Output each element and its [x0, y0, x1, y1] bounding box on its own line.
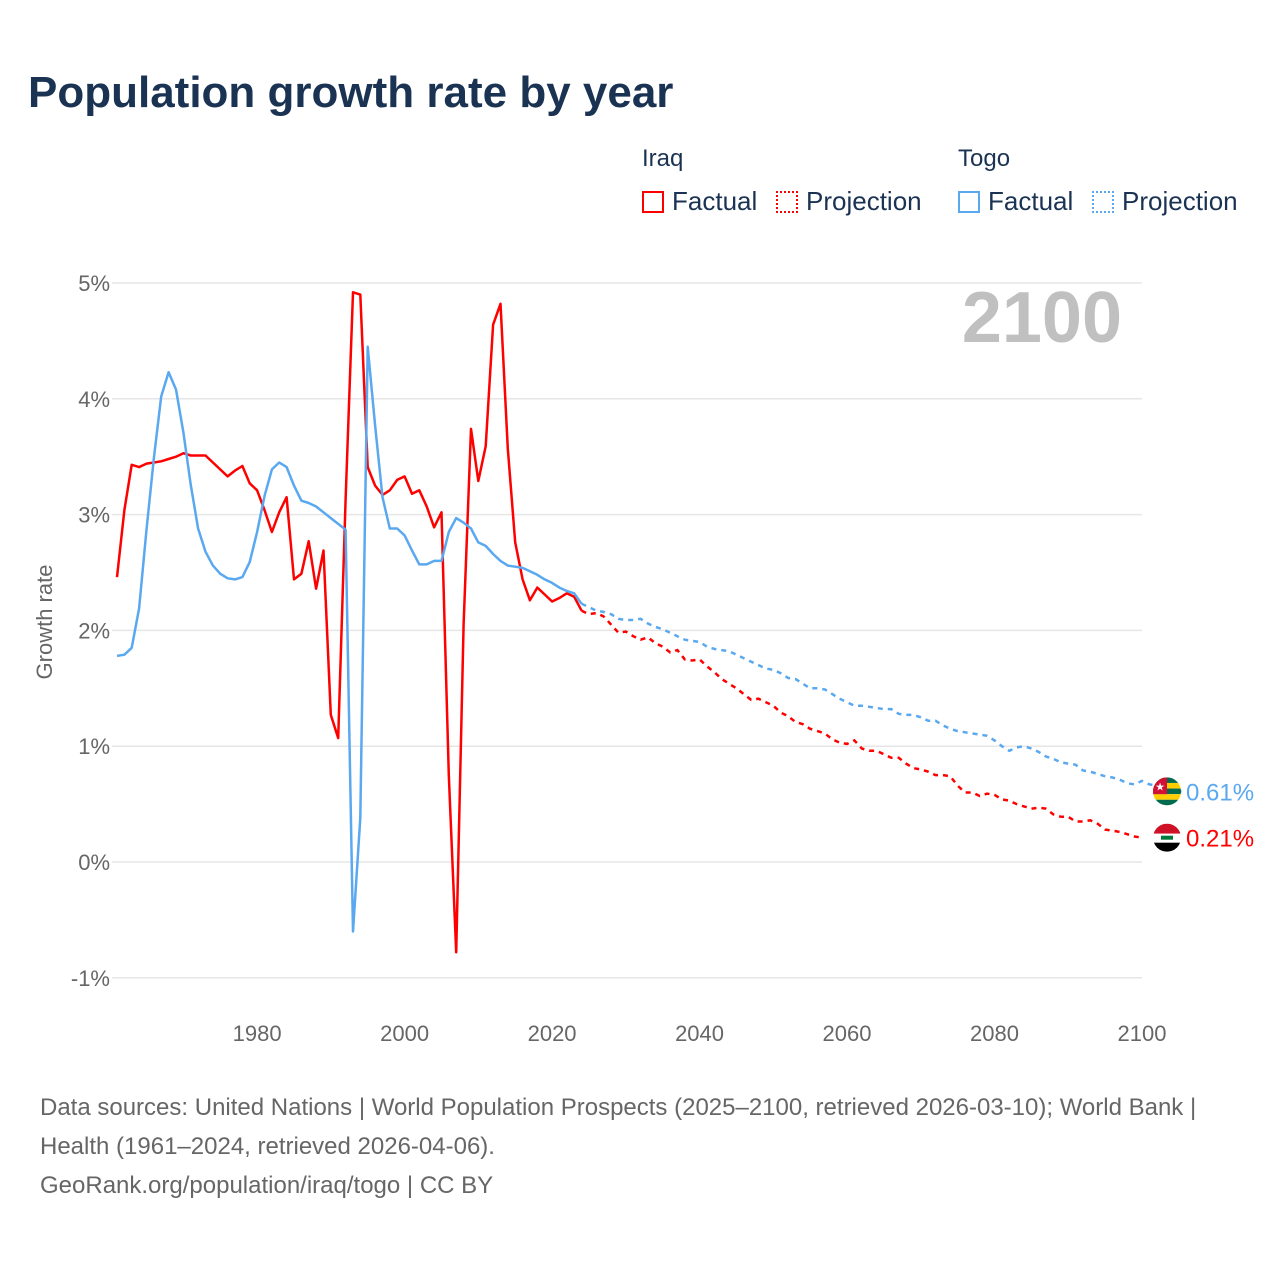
y-axis-label: Growth rate [32, 565, 57, 680]
y-tick-label: 0% [78, 850, 110, 875]
iraq-factual-line [115, 291, 583, 954]
x-tick-label: 2040 [675, 1021, 724, 1046]
legend-swatch-solid [958, 190, 980, 213]
legend-iraq-heading: Iraq [642, 145, 684, 172]
iraq-projection-line [581, 609, 1143, 839]
source-link[interactable]: GeoRank.org/population/iraq/togo | CC BY [40, 1172, 494, 1199]
legend-label: Factual [672, 186, 758, 216]
x-tick-label: 2000 [380, 1021, 429, 1046]
y-tick-label: 1% [78, 734, 110, 759]
legend-togo-heading: Togo [958, 145, 1011, 172]
y-tick-label: 5% [78, 271, 110, 296]
togo-flag-icon: ★ [1153, 777, 1181, 806]
legend-togo-projection[interactable]: Projection [1092, 186, 1238, 217]
legend-swatch-solid [642, 190, 664, 213]
y-tick-label: -1% [71, 966, 110, 991]
togo-end-value-label: 0.61% [1186, 779, 1254, 806]
legend-iraq-projection[interactable]: Projection [776, 186, 922, 217]
iraq-flag-icon [1153, 823, 1181, 852]
legend-togo-factual[interactable]: Factual [958, 186, 1073, 217]
svg-text:★: ★ [1155, 781, 1165, 793]
x-tick-label: 2020 [528, 1021, 577, 1046]
x-tick-label: 2080 [970, 1021, 1019, 1046]
line-chart: -1% 0% 1% 2% 3% 4% 5% 1980 2000 2020 2040 2060 2080 2… [32, 271, 1254, 1046]
y-tick-label: 4% [78, 387, 110, 412]
y-tick-label: 3% [78, 503, 110, 528]
legend-label: Projection [806, 186, 922, 216]
togo-projection-line [581, 602, 1187, 793]
iraq-end-value-label: 0.21% [1186, 826, 1254, 853]
legend-iraq-factual[interactable]: Factual [642, 186, 757, 217]
footer: Data sources: United Nations | World Pop… [40, 1088, 1240, 1205]
x-tick-label: 2060 [823, 1021, 872, 1046]
data-sources: Data sources: United Nations | World Pop… [40, 1094, 1197, 1160]
x-tick-label: 2100 [1118, 1021, 1167, 1046]
legend-swatch-dotted [776, 190, 798, 213]
legend-label: Projection [1122, 186, 1238, 216]
year-label: 2100 [962, 278, 1122, 358]
legend-swatch-dotted [1092, 190, 1114, 213]
togo-factual-line [116, 345, 583, 933]
page-title: Population growth rate by year [28, 68, 674, 117]
y-tick-label: 2% [78, 618, 110, 643]
legend-label: Factual [988, 186, 1074, 216]
x-tick-label: 1980 [233, 1021, 282, 1046]
